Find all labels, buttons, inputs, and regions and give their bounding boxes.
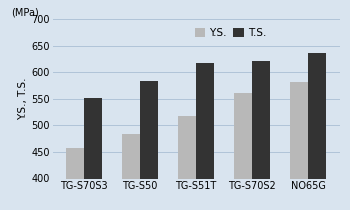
Bar	[84, 98, 101, 210]
Bar	[308, 54, 327, 210]
Y-axis label: Y.S., T.S.: Y.S., T.S.	[18, 77, 28, 120]
Bar	[290, 82, 308, 210]
Bar	[196, 63, 214, 210]
Bar	[178, 116, 196, 210]
Bar	[252, 62, 270, 210]
Bar	[140, 81, 158, 210]
Bar	[65, 148, 84, 210]
Legend: Y.S., T.S.: Y.S., T.S.	[191, 24, 270, 42]
Text: (MPa): (MPa)	[11, 7, 38, 17]
Bar	[122, 134, 140, 210]
Bar	[234, 93, 252, 210]
